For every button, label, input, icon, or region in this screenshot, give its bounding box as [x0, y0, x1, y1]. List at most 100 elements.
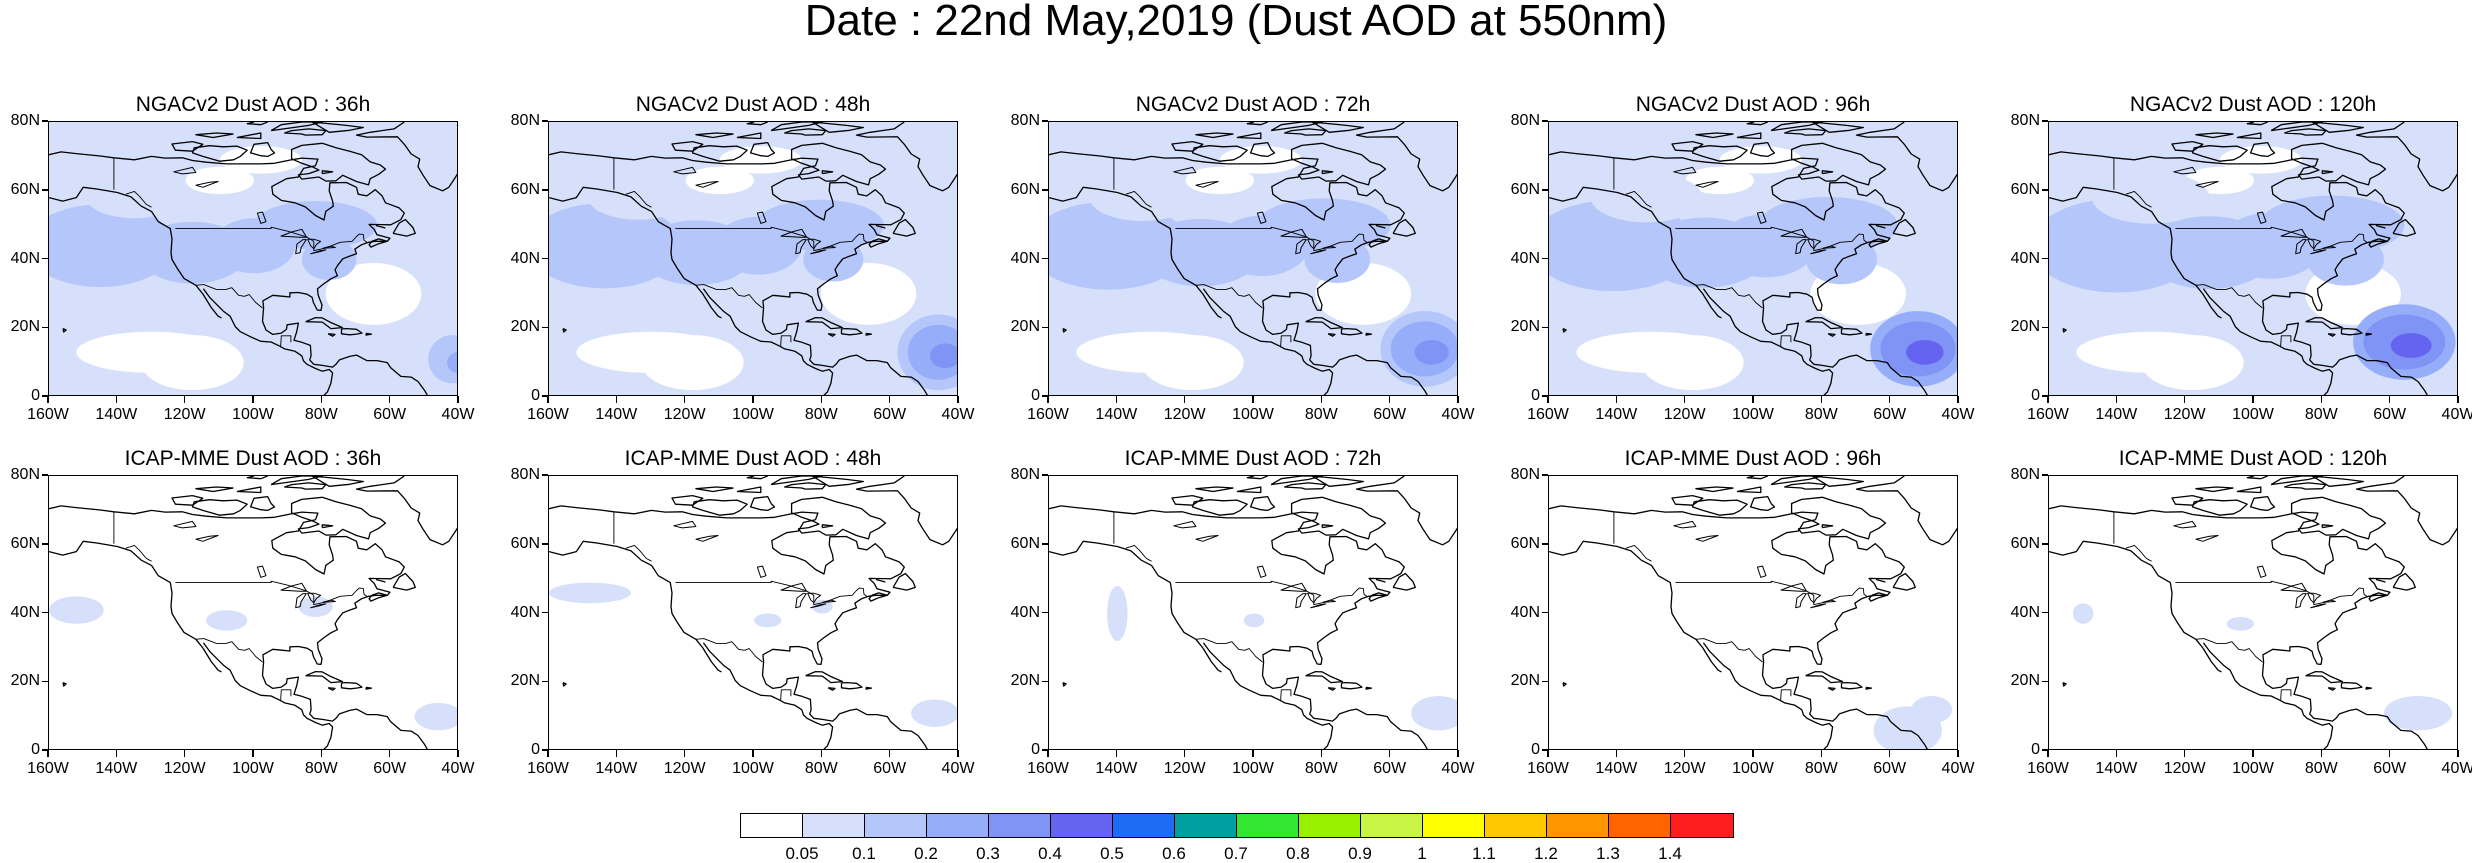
- coastline: [2171, 494, 2204, 506]
- aod-clear-area: [685, 166, 754, 195]
- coastline: [1892, 218, 1916, 237]
- coastline: [1261, 307, 1428, 395]
- coastline: [1840, 681, 1863, 690]
- lake-outline: [2280, 228, 2308, 238]
- country-border: [1280, 335, 1292, 348]
- longitude-label: 100W: [1732, 760, 1774, 777]
- aod-plume: [587, 175, 690, 220]
- latitude-label: 60N: [510, 180, 540, 198]
- coastline: [340, 681, 363, 690]
- latitude-tick: [1542, 543, 1548, 545]
- lake-outline: [807, 238, 822, 250]
- longitude-label: 100W: [1732, 406, 1774, 423]
- coastline: [171, 140, 204, 152]
- lake-outline: [310, 603, 327, 609]
- coastline: [1249, 141, 1276, 158]
- aod-plume: [414, 702, 457, 731]
- longitude-label: 120W: [163, 406, 206, 423]
- coastline: [1368, 592, 1388, 602]
- coastline: [1805, 670, 1844, 684]
- coastline: [2236, 486, 2262, 494]
- longitude-tick: [547, 396, 549, 403]
- lake-outline: [1795, 239, 1807, 255]
- lake-outline: [295, 593, 307, 609]
- coastline: [261, 307, 428, 395]
- country-border: [1125, 190, 1152, 208]
- dust-aod-map: [49, 122, 457, 395]
- coastline: [761, 307, 928, 395]
- colorbar-label: 1.1: [1472, 844, 1496, 863]
- coastline: [1202, 288, 1334, 395]
- longitude-label: 140W: [95, 760, 138, 777]
- country-border: [2125, 190, 2152, 208]
- longitude-label: 60W: [873, 760, 907, 777]
- country-border: [2280, 689, 2292, 702]
- coastline: [2191, 145, 2248, 162]
- coastline: [2340, 681, 2363, 690]
- coastline: [827, 687, 836, 691]
- longitude-tick: [252, 750, 254, 757]
- lake-outline: [695, 181, 719, 188]
- coastline: [1246, 476, 1268, 480]
- longitude-label: 80W: [1304, 406, 1338, 423]
- longitude-tick: [1888, 396, 1891, 403]
- country-border: [1695, 638, 1763, 663]
- aod-clear-area: [1641, 335, 1744, 391]
- lake-outline: [295, 239, 307, 255]
- longitude-tick: [2320, 750, 2323, 757]
- lake-outline: [1810, 603, 1827, 609]
- longitude-tick: [183, 750, 186, 757]
- coastline: [327, 687, 336, 691]
- coastline: [1702, 288, 1834, 395]
- aod-clear-area: [641, 335, 744, 391]
- coastline: [1702, 642, 1834, 749]
- panel-title: ICAP-MME Dust AOD : 120h: [2118, 447, 2388, 470]
- coastline: [1202, 642, 1334, 749]
- coastline: [1827, 687, 1836, 691]
- longitude-label: 40W: [2441, 760, 2472, 777]
- longitude-label: 60W: [1373, 406, 1407, 423]
- latitude-label: 60N: [2010, 180, 2040, 198]
- longitude-tick: [888, 396, 891, 403]
- dust-aod-map: [549, 476, 957, 749]
- colorbar-label: 0.6: [1162, 844, 1186, 863]
- latitude-tick: [542, 474, 548, 476]
- coastline: [784, 128, 827, 136]
- longitude-tick: [115, 750, 118, 757]
- coastline: [2062, 682, 2067, 687]
- longitude-label: 80W: [2304, 406, 2338, 423]
- coastline: [1811, 476, 1864, 487]
- longitude-tick: [615, 750, 618, 757]
- longitude-tick: [1683, 750, 1686, 757]
- longitude-tick: [1547, 396, 1549, 403]
- country-border: [675, 580, 868, 606]
- aod-clear-area: [1719, 146, 1802, 174]
- latitude-label: 0: [31, 741, 40, 758]
- latitude-tick: [1042, 189, 1048, 191]
- coastline: [1761, 307, 1928, 395]
- coastline: [2340, 327, 2363, 336]
- country-border: [195, 638, 263, 663]
- coastline: [1549, 151, 1905, 312]
- latitude-label: 20N: [510, 318, 540, 336]
- lake-outline: [310, 249, 327, 255]
- coastline: [2392, 218, 2416, 237]
- coastline: [1305, 316, 1344, 330]
- coastline: [805, 670, 844, 684]
- aod-plume: [301, 238, 357, 281]
- coastline: [1049, 151, 1405, 312]
- aod-plume: [1256, 198, 1391, 252]
- coastline: [811, 476, 864, 487]
- colorbar-swatch: [1175, 814, 1237, 837]
- latitude-tick: [1542, 680, 1548, 682]
- aod-saharan-core: [929, 343, 957, 369]
- longitude-tick: [1615, 396, 1618, 403]
- coastline: [855, 122, 957, 192]
- latitude-tick: [1042, 474, 1048, 476]
- map-panel: NGACv2 Dust AOD : 120h 80N 60N 40N 20N 0 160W 1…: [2011, 93, 2472, 423]
- coastline: [827, 333, 836, 337]
- coastline: [736, 132, 762, 140]
- lake-outline: [673, 520, 697, 529]
- coastline: [1236, 132, 1262, 140]
- latitude-label: 80N: [1510, 466, 1540, 483]
